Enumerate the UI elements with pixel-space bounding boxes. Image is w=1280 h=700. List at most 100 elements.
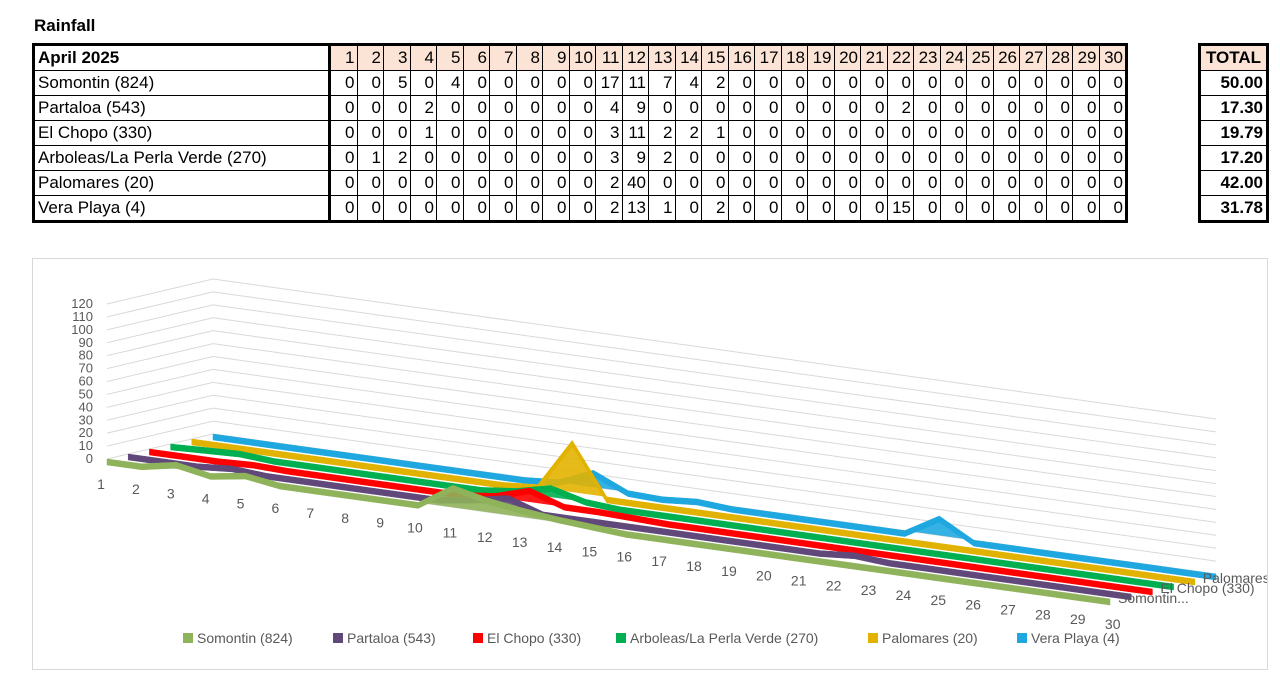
series-el-chopo-330- bbox=[149, 448, 1153, 596]
gridline bbox=[212, 304, 1217, 446]
legend-item: Somontin (824) bbox=[183, 630, 293, 646]
rainfall-cell: 0 bbox=[754, 195, 782, 222]
rainfall-cell: 0 bbox=[329, 195, 358, 222]
gridline bbox=[106, 343, 214, 370]
rainfall-cell: 0 bbox=[727, 145, 755, 171]
legend-label: Palomares (20) bbox=[882, 630, 978, 646]
rainfall-cell: 0 bbox=[329, 95, 358, 121]
rainfall-cell: 0 bbox=[780, 170, 808, 196]
rainfall-cell: 0 bbox=[966, 95, 994, 121]
gridline bbox=[212, 291, 1217, 433]
x-tick-label: 17 bbox=[651, 553, 667, 569]
series-ribbon bbox=[212, 433, 1217, 581]
x-tick-label: 22 bbox=[826, 577, 842, 593]
rainfall-cell: 0 bbox=[436, 145, 464, 171]
day-header: 8 bbox=[515, 44, 543, 71]
series-somontin-824- bbox=[106, 458, 1111, 606]
legend-item: Partaloa (543) bbox=[333, 630, 436, 646]
rainfall-cell: 0 bbox=[436, 120, 464, 146]
y-tick-label: 80 bbox=[79, 348, 93, 363]
rainfall-cell: 0 bbox=[436, 95, 464, 121]
gridline bbox=[212, 356, 1217, 497]
rainfall-cell: 0 bbox=[780, 195, 808, 222]
rainfall-cell: 0 bbox=[329, 120, 358, 146]
rainfall-cell: 0 bbox=[383, 120, 411, 146]
x-tick-label: 12 bbox=[477, 529, 493, 545]
rainfall-cell: 0 bbox=[489, 120, 517, 146]
rainfall-cell: 0 bbox=[1098, 120, 1127, 146]
y-tick-label: 60 bbox=[79, 374, 93, 389]
rainfall-cell: 11 bbox=[621, 70, 649, 96]
station-name: Partaloa (543) bbox=[33, 95, 331, 121]
x-tick-label: 1 bbox=[97, 476, 105, 492]
rainfall-cell: 0 bbox=[966, 70, 994, 96]
legend-swatch bbox=[183, 633, 193, 643]
x-tick-label: 26 bbox=[965, 597, 981, 613]
rainfall-cell: 2 bbox=[701, 195, 729, 222]
rainfall-cell: 0 bbox=[727, 70, 755, 96]
gridline bbox=[106, 433, 214, 460]
rainfall-cell: 0 bbox=[1019, 120, 1047, 146]
rainfall-cell: 0 bbox=[674, 145, 702, 171]
legend-label: Arboleas/La Perla Verde (270) bbox=[630, 630, 818, 646]
rainfall-cell: 0 bbox=[807, 95, 835, 121]
rainfall-cell: 0 bbox=[515, 170, 543, 196]
rainfall-cell: 2 bbox=[648, 120, 676, 146]
day-header: 12 bbox=[621, 44, 649, 71]
day-header: 26 bbox=[992, 44, 1020, 71]
series-ribbon bbox=[127, 453, 1132, 601]
x-tick-label: 28 bbox=[1035, 606, 1051, 622]
series-ribbon bbox=[170, 443, 1174, 591]
rainfall-cell: 0 bbox=[1098, 70, 1127, 96]
rainfall-cell: 0 bbox=[568, 70, 596, 96]
rainfall-cell: 0 bbox=[329, 145, 358, 171]
legend-swatch bbox=[333, 633, 343, 643]
rainfall-cell: 0 bbox=[939, 95, 967, 121]
rainfall-cell: 0 bbox=[992, 120, 1020, 146]
rainfall-cell: 0 bbox=[1019, 95, 1047, 121]
x-tick-label: 18 bbox=[686, 558, 702, 574]
rainfall-cell: 3 bbox=[595, 145, 623, 171]
depth-axis-label: Somontin... bbox=[1118, 590, 1189, 606]
gridline bbox=[106, 317, 214, 344]
rainfall-cell: 0 bbox=[1045, 70, 1073, 96]
day-header: 20 bbox=[833, 44, 861, 71]
gridline bbox=[212, 330, 1217, 472]
rainfall-cell: 9 bbox=[621, 145, 649, 171]
month-header: April 2025 bbox=[33, 44, 331, 71]
rainfall-cell: 0 bbox=[860, 170, 888, 196]
rainfall-cell: 0 bbox=[860, 195, 888, 222]
rainfall-cell: 0 bbox=[542, 145, 570, 171]
rainfall-cell: 2 bbox=[409, 95, 437, 121]
x-tick-label: 25 bbox=[930, 592, 946, 608]
rainfall-cell: 0 bbox=[1045, 145, 1073, 171]
rainfall-cell: 0 bbox=[939, 145, 967, 171]
gridline bbox=[212, 343, 1217, 485]
rainfall-cell: 0 bbox=[674, 195, 702, 222]
day-header: 11 bbox=[595, 44, 623, 71]
table-row: Arboleas/La Perla Verde (270) 0 1 2 0 0 0 0 0 0 0 3… bbox=[33, 145, 1127, 171]
gridline bbox=[106, 291, 214, 318]
day-header: 4 bbox=[409, 44, 437, 71]
day-header: 5 bbox=[436, 44, 464, 71]
rainfall-cell: 0 bbox=[383, 170, 411, 196]
gridline bbox=[106, 368, 214, 395]
day-header: 15 bbox=[701, 44, 729, 71]
rainfall-cell: 15 bbox=[886, 195, 914, 222]
rainfall-cell: 0 bbox=[356, 70, 384, 96]
rainfall-cell: 2 bbox=[595, 170, 623, 196]
rainfall-cell: 0 bbox=[860, 95, 888, 121]
rainfall-cell: 0 bbox=[515, 120, 543, 146]
rainfall-cell: 0 bbox=[462, 120, 490, 146]
rainfall-cell: 0 bbox=[489, 70, 517, 96]
rainfall-cell: 0 bbox=[1098, 170, 1127, 196]
rainfall-cell: 0 bbox=[727, 195, 755, 222]
day-header: 17 bbox=[754, 44, 782, 71]
rainfall-cell: 11 bbox=[621, 120, 649, 146]
rainfall-cell: 0 bbox=[754, 70, 782, 96]
legend-swatch bbox=[868, 633, 878, 643]
rainfall-cell: 0 bbox=[409, 70, 437, 96]
legend-item: El Chopo (330) bbox=[473, 630, 581, 646]
x-tick-label: 21 bbox=[791, 573, 807, 589]
rainfall-cell: 0 bbox=[913, 145, 941, 171]
